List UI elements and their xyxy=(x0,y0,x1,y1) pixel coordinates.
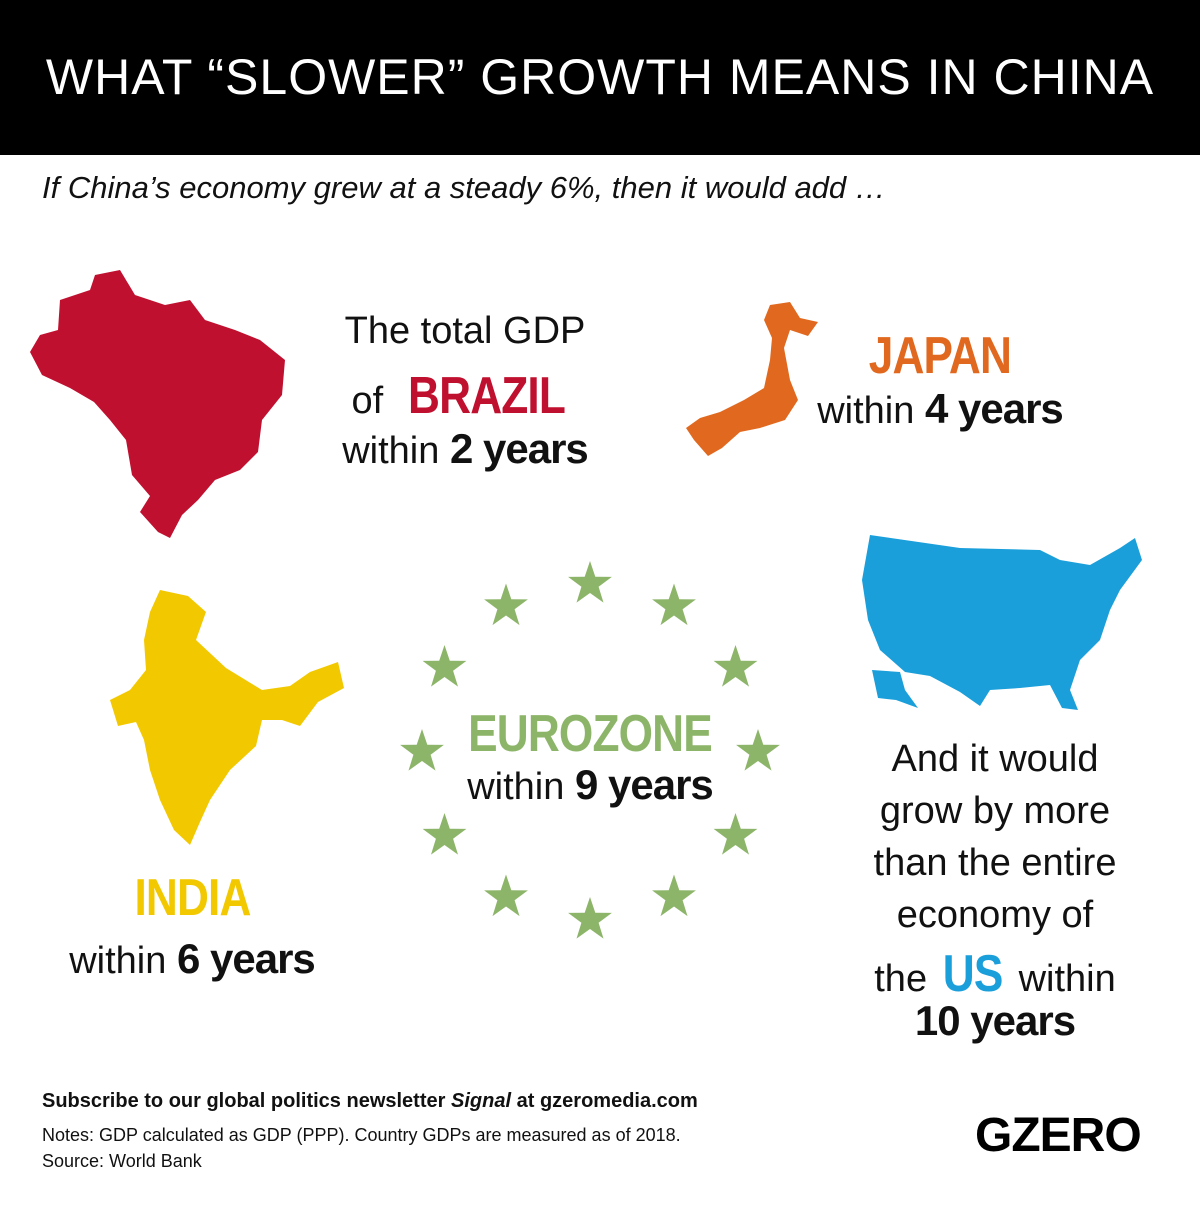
text-plain: within xyxy=(1018,958,1116,1000)
text-line: economy of xyxy=(874,896,1117,948)
us-map xyxy=(862,535,1142,710)
star xyxy=(484,874,528,917)
text-line: The total GDP xyxy=(342,312,588,370)
text-plain: within xyxy=(817,390,915,432)
japan-text: JAPAN within 4 years xyxy=(817,330,1064,446)
text-bold: at gzeromedia.com xyxy=(516,1090,698,1112)
star xyxy=(652,583,696,626)
text-line: of BRAZIL xyxy=(342,370,588,428)
text-country: BRAZIL xyxy=(407,367,566,425)
text-line: EUROZONE xyxy=(447,708,734,764)
star xyxy=(736,729,780,771)
text-line: than the entire xyxy=(874,844,1117,896)
title: WHAT “SLOWER” GROWTH MEANS IN CHINA xyxy=(45,49,1155,105)
india-map xyxy=(110,590,344,845)
text-plain: And it would xyxy=(891,738,1099,780)
notes: Notes: GDP calculated as GDP (PPP). Coun… xyxy=(42,1125,681,1145)
text-plain: of xyxy=(351,380,384,422)
logo: GZERO xyxy=(975,1109,1142,1162)
star xyxy=(422,813,467,855)
india-text: INDIA within 6 years xyxy=(69,872,316,1004)
text-line: grow by more xyxy=(874,792,1117,844)
star xyxy=(484,583,528,626)
text-country: INDIA xyxy=(133,869,251,927)
text-plain: than the entire xyxy=(873,842,1117,884)
text-plain: within xyxy=(69,940,167,982)
star xyxy=(400,729,444,771)
text-plain: economy of xyxy=(896,894,1094,936)
text-bold: 4 years xyxy=(924,385,1064,432)
text-plain: within xyxy=(467,766,565,808)
text-country: JAPAN xyxy=(868,327,1012,385)
star xyxy=(568,897,612,939)
eurozone-text: EUROZONE within 9 years xyxy=(447,708,734,820)
text-line: the US within xyxy=(874,948,1117,1000)
star xyxy=(713,645,758,687)
text-plain: the xyxy=(874,958,928,1000)
text-bold: 6 years xyxy=(176,935,316,982)
text-line: JAPAN xyxy=(817,330,1063,388)
text-line: And it would xyxy=(874,740,1117,792)
text-line: within 2 years xyxy=(342,425,589,486)
brazil-text: The total GDP of BRAZIL within 2 years xyxy=(342,312,589,486)
source: Source: World Bank xyxy=(42,1151,202,1171)
subtitle: If China’s economy grew at a steady 6%, … xyxy=(42,170,886,205)
text-plain: within xyxy=(342,430,440,472)
star xyxy=(422,645,467,687)
text-line: 10 years xyxy=(874,1000,1117,1052)
text-line: INDIA xyxy=(69,872,315,938)
star xyxy=(568,561,612,603)
brazil-map xyxy=(30,270,285,538)
text-plain: The total GDP xyxy=(344,310,586,352)
text-bold: Subscribe to our global politics newslet… xyxy=(42,1090,446,1112)
text-bold: 2 years xyxy=(449,425,589,472)
text-line: within 4 years xyxy=(817,385,1064,446)
text-bold: 10 years xyxy=(914,997,1076,1044)
star xyxy=(652,874,696,917)
us-text: And it would grow by more than the entire e… xyxy=(874,740,1117,1052)
title-bar xyxy=(0,0,1200,155)
subscribe: Subscribe to our global politics newslet… xyxy=(42,1090,698,1113)
japan-map xyxy=(686,302,818,456)
text-plain: grow by more xyxy=(879,790,1111,832)
text-country: US xyxy=(942,945,1004,1003)
text-country: EUROZONE xyxy=(468,705,713,763)
text-line: within 9 years xyxy=(447,764,734,820)
text-line: within 6 years xyxy=(69,935,316,1004)
text-line: Subscribe to our global politics newslet… xyxy=(42,1090,698,1113)
text-italic: Signal xyxy=(451,1090,512,1112)
text-bold: 9 years xyxy=(574,761,714,808)
star xyxy=(713,813,758,855)
